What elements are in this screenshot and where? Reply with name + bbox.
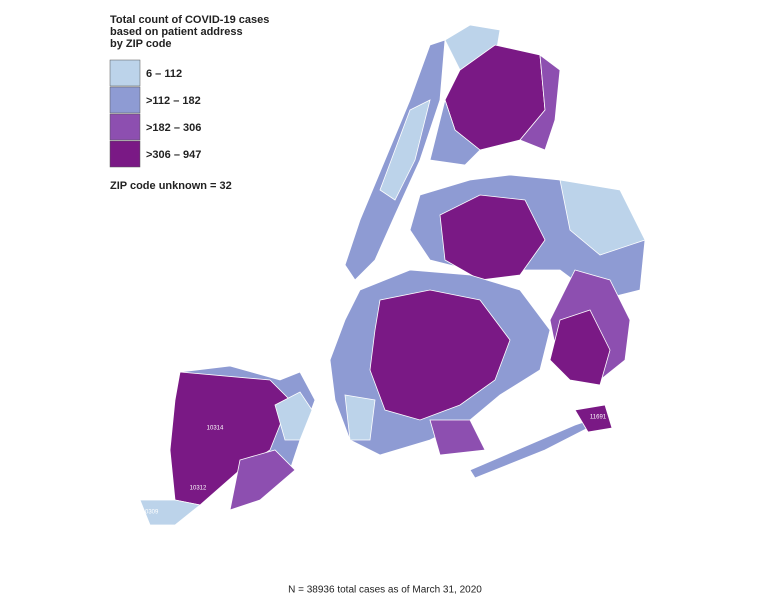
region: [549, 309, 611, 386]
legend-label: >306 – 947: [146, 149, 201, 161]
zip-label: 10309: [142, 510, 159, 516]
legend-label: 6 – 112: [146, 68, 182, 80]
region: [519, 54, 561, 151]
footer: N = 38936 total cases as of March 31, 20…: [288, 585, 482, 596]
legend-label: >182 – 306: [146, 122, 201, 134]
legend-title: by ZIP code: [110, 38, 172, 50]
legend-swatch: [109, 59, 141, 87]
region: [344, 394, 376, 441]
region: [429, 98, 481, 166]
zip-label: 10314: [207, 426, 224, 432]
region: [229, 449, 296, 511]
zip-labels: 10314 10312 10309 11691: [142, 415, 607, 516]
region: [139, 499, 201, 526]
region: [379, 99, 431, 201]
legend-swatch: [109, 86, 141, 114]
region: [169, 371, 291, 506]
region: [469, 419, 591, 479]
legend-swatch: [109, 113, 141, 141]
region: [574, 404, 613, 433]
region: [439, 194, 546, 281]
region: [274, 391, 313, 441]
zip-label: 11691: [590, 415, 607, 421]
legend-title: Total count of COVID-19 cases: [110, 14, 269, 26]
region: [369, 289, 511, 421]
region: [559, 179, 646, 256]
zip-label: 10312: [190, 486, 207, 492]
legend-label: >112 – 182: [146, 95, 201, 107]
legend-note: ZIP code unknown = 32: [110, 180, 232, 192]
region: [429, 419, 486, 456]
legend-swatch: [109, 140, 141, 168]
legend-title: based on patient address: [110, 26, 243, 38]
map: [139, 24, 646, 526]
